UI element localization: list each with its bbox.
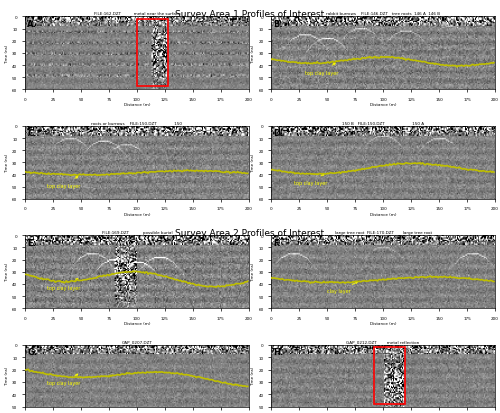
Text: top clay layer: top clay layer (294, 175, 327, 186)
Y-axis label: Time (ns): Time (ns) (6, 44, 10, 64)
X-axis label: Distance (m): Distance (m) (370, 212, 396, 216)
Title: roots or burrows    FILE:150.DZT              150: roots or burrows FILE:150.DZT 150 (92, 121, 182, 126)
Title: large tree root  FILE:170.DZT       large tree root: large tree root FILE:170.DZT large tree … (334, 231, 432, 235)
X-axis label: Distance (m): Distance (m) (124, 212, 150, 216)
Text: top clay layer: top clay layer (48, 279, 81, 290)
X-axis label: Distance (m): Distance (m) (124, 321, 150, 325)
Text: E.: E. (27, 238, 36, 247)
Bar (137, 19, 168, 87)
Text: B.: B. (274, 19, 283, 28)
Y-axis label: Time (ns): Time (ns) (252, 44, 256, 64)
Title: GAP_0212.DZT        metal reflection: GAP_0212.DZT metal reflection (346, 340, 420, 344)
X-axis label: Distance (m): Distance (m) (370, 103, 396, 107)
Title: 150 B   FILE:150.DZT                      150 A: 150 B FILE:150.DZT 150 A (342, 121, 424, 126)
Text: top clay layer: top clay layer (48, 177, 81, 188)
Y-axis label: Time (ns): Time (ns) (252, 153, 256, 173)
X-axis label: Distance (m): Distance (m) (124, 103, 150, 107)
Y-axis label: Time (ns): Time (ns) (6, 366, 10, 386)
Text: A.: A. (27, 19, 37, 28)
Title: GAP_0207.DZT: GAP_0207.DZT (122, 340, 152, 344)
Y-axis label: Time (ns): Time (ns) (6, 153, 10, 173)
Y-axis label: Time (ns): Time (ns) (6, 263, 10, 282)
X-axis label: Distance (m): Distance (m) (370, 321, 396, 325)
Title: FILE:169.DZT           possible burial: FILE:169.DZT possible burial (102, 231, 172, 235)
Bar (374, 347, 406, 404)
Text: Survey Area 1 Profiles of Interest: Survey Area 1 Profiles of Interest (176, 9, 324, 19)
Text: F.: F. (274, 238, 281, 247)
Text: G.: G. (27, 347, 38, 356)
Title: FILE:162.DZT          metal near the surface: FILE:162.DZT metal near the surface (94, 12, 180, 16)
Y-axis label: Time (ns): Time (ns) (252, 366, 256, 386)
Title: rabbit burrows    FILE:146.DZT   tree roots  146 A  146 B: rabbit burrows FILE:146.DZT tree roots 1… (326, 12, 440, 16)
Text: clay layer: clay layer (327, 282, 358, 294)
Text: D.: D. (274, 129, 283, 138)
Text: H.: H. (274, 347, 283, 356)
Y-axis label: Time (ns): Time (ns) (252, 263, 256, 282)
Text: C.: C. (27, 129, 36, 138)
Text: top clay layer: top clay layer (48, 374, 81, 385)
Text: Survey Area 2 Profiles of Interest: Survey Area 2 Profiles of Interest (176, 228, 324, 237)
Text: top clay layer: top clay layer (305, 64, 338, 75)
